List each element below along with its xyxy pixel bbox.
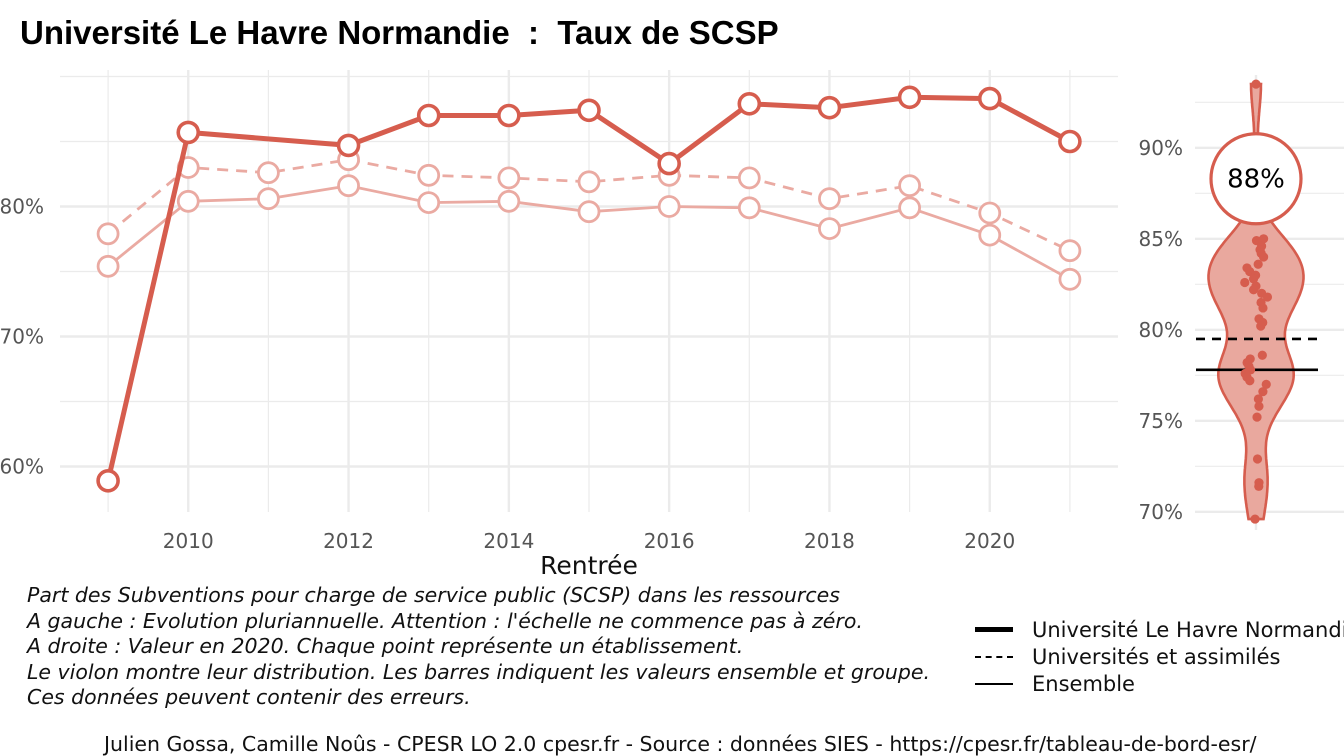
violin-shape	[1207, 82, 1305, 521]
violin-point	[1253, 394, 1263, 404]
data-point	[417, 163, 441, 187]
legend-dashed-line-icon	[975, 655, 1013, 658]
violin-point	[1257, 350, 1267, 360]
violin-plot: 88%	[1196, 79, 1318, 524]
footer-credits: Julien Gossa, Camille Noûs - CPESR LO 2.…	[104, 732, 1257, 756]
data-point	[737, 196, 761, 220]
x-tick-label: 2010	[163, 529, 214, 553]
data-point	[817, 95, 842, 120]
data-point	[737, 166, 761, 190]
data-point	[657, 151, 681, 176]
x-tick-label: 2016	[644, 529, 695, 553]
violin-point	[1240, 277, 1250, 288]
caption-line: A droite : Valeur en 2020. Chaque point …	[27, 634, 744, 658]
data-point	[96, 468, 120, 493]
data-point	[497, 166, 521, 190]
violin-point	[1250, 514, 1260, 524]
violin-point	[1252, 412, 1262, 422]
violin-point	[1258, 387, 1268, 397]
violin-point	[1254, 401, 1264, 411]
left-panel-series	[96, 85, 1082, 493]
y-tick-label: 70%	[0, 325, 44, 349]
y-tick-label: 80%	[0, 195, 44, 219]
data-point	[176, 189, 200, 213]
violin-point	[1253, 259, 1263, 269]
data-point	[176, 120, 201, 145]
legend-item-group: Universités et assimilés	[975, 643, 1344, 670]
violin-point	[1259, 252, 1269, 262]
violin-point	[1251, 79, 1261, 89]
data-point	[818, 187, 841, 211]
legend-item-university: Université Le Havre Normandie	[975, 616, 1344, 643]
caption-line: A gauche : Evolution pluriannuelle. Atte…	[27, 608, 863, 633]
x-tick-label: 2014	[483, 529, 534, 553]
data-point	[497, 189, 521, 213]
highlight-value-bubble	[1209, 132, 1303, 226]
violin-point	[1245, 376, 1255, 386]
data-point	[577, 170, 601, 194]
caption-line: Part des Subventions pour charge de serv…	[27, 583, 840, 607]
data-point	[898, 174, 922, 198]
legend-label: Université Le Havre Normandie	[1032, 617, 1344, 642]
legend-label: Ensemble	[1032, 671, 1135, 696]
violin-y-tick-label: 75%	[1139, 409, 1183, 433]
data-point	[96, 254, 120, 278]
data-point	[1058, 267, 1082, 291]
data-point	[737, 92, 762, 116]
violin-point	[1261, 379, 1271, 389]
data-point	[577, 200, 601, 224]
data-point	[898, 196, 922, 220]
x-axis-title: Rentrée	[540, 551, 638, 580]
legend-solid-line-icon	[975, 682, 1013, 685]
violin-point	[1252, 454, 1263, 464]
caption-line: Ces données peuvent contenir des erreurs…	[27, 685, 471, 709]
violin-point	[1248, 274, 1259, 284]
data-point	[978, 223, 1002, 247]
violin-point	[1258, 303, 1268, 313]
violin-y-tick-label: 80%	[1139, 318, 1183, 342]
page-title: Université Le Havre Normandie : Taux de …	[20, 14, 779, 51]
x-tick-label: 2012	[323, 529, 374, 553]
y-tick-label: 60%	[0, 455, 44, 479]
violin-y-tick-label: 85%	[1139, 227, 1183, 251]
data-point	[336, 133, 361, 158]
data-point	[577, 98, 601, 123]
data-point	[417, 191, 441, 215]
legend-label: Universités et assimilés	[1032, 644, 1281, 669]
data-point	[256, 161, 280, 185]
series-line-university	[105, 94, 1072, 482]
data-point	[897, 85, 922, 110]
violin-point	[1262, 292, 1273, 302]
caption: Part des Subventions pour charge de serv…	[27, 583, 930, 711]
data-point	[977, 86, 1002, 111]
data-point	[256, 187, 280, 211]
left-panel-axes: 60% 70% 80% 2010 2012 2014 2016 2018 2020	[0, 195, 1015, 554]
violin-y-tick-label: 70%	[1139, 500, 1183, 524]
data-point	[1058, 239, 1082, 263]
violin-point	[1259, 234, 1269, 244]
data-point	[818, 217, 841, 241]
legend: Université Le Havre Normandie Université…	[975, 616, 1344, 697]
data-point	[96, 222, 120, 246]
right-panel-axes: 70% 75% 80% 85% 90%	[1139, 136, 1183, 524]
highlight-value-label: 88%	[1227, 165, 1285, 195]
data-point	[497, 103, 521, 128]
data-point	[978, 201, 1002, 225]
legend-item-all: Ensemble	[975, 670, 1344, 697]
data-point	[1058, 129, 1082, 154]
violin-point	[1248, 285, 1259, 295]
x-tick-label: 2018	[804, 529, 855, 553]
data-point	[337, 174, 360, 198]
violin-point	[1256, 321, 1266, 331]
caption-line: Le violon montre leur distribution. Les …	[27, 659, 931, 684]
legend-thick-line-icon	[975, 627, 1013, 632]
violin-y-tick-label: 90%	[1139, 136, 1183, 160]
data-point	[416, 103, 441, 128]
x-tick-label: 2020	[964, 529, 1015, 553]
data-point	[657, 195, 681, 218]
violin-point	[1254, 481, 1264, 491]
